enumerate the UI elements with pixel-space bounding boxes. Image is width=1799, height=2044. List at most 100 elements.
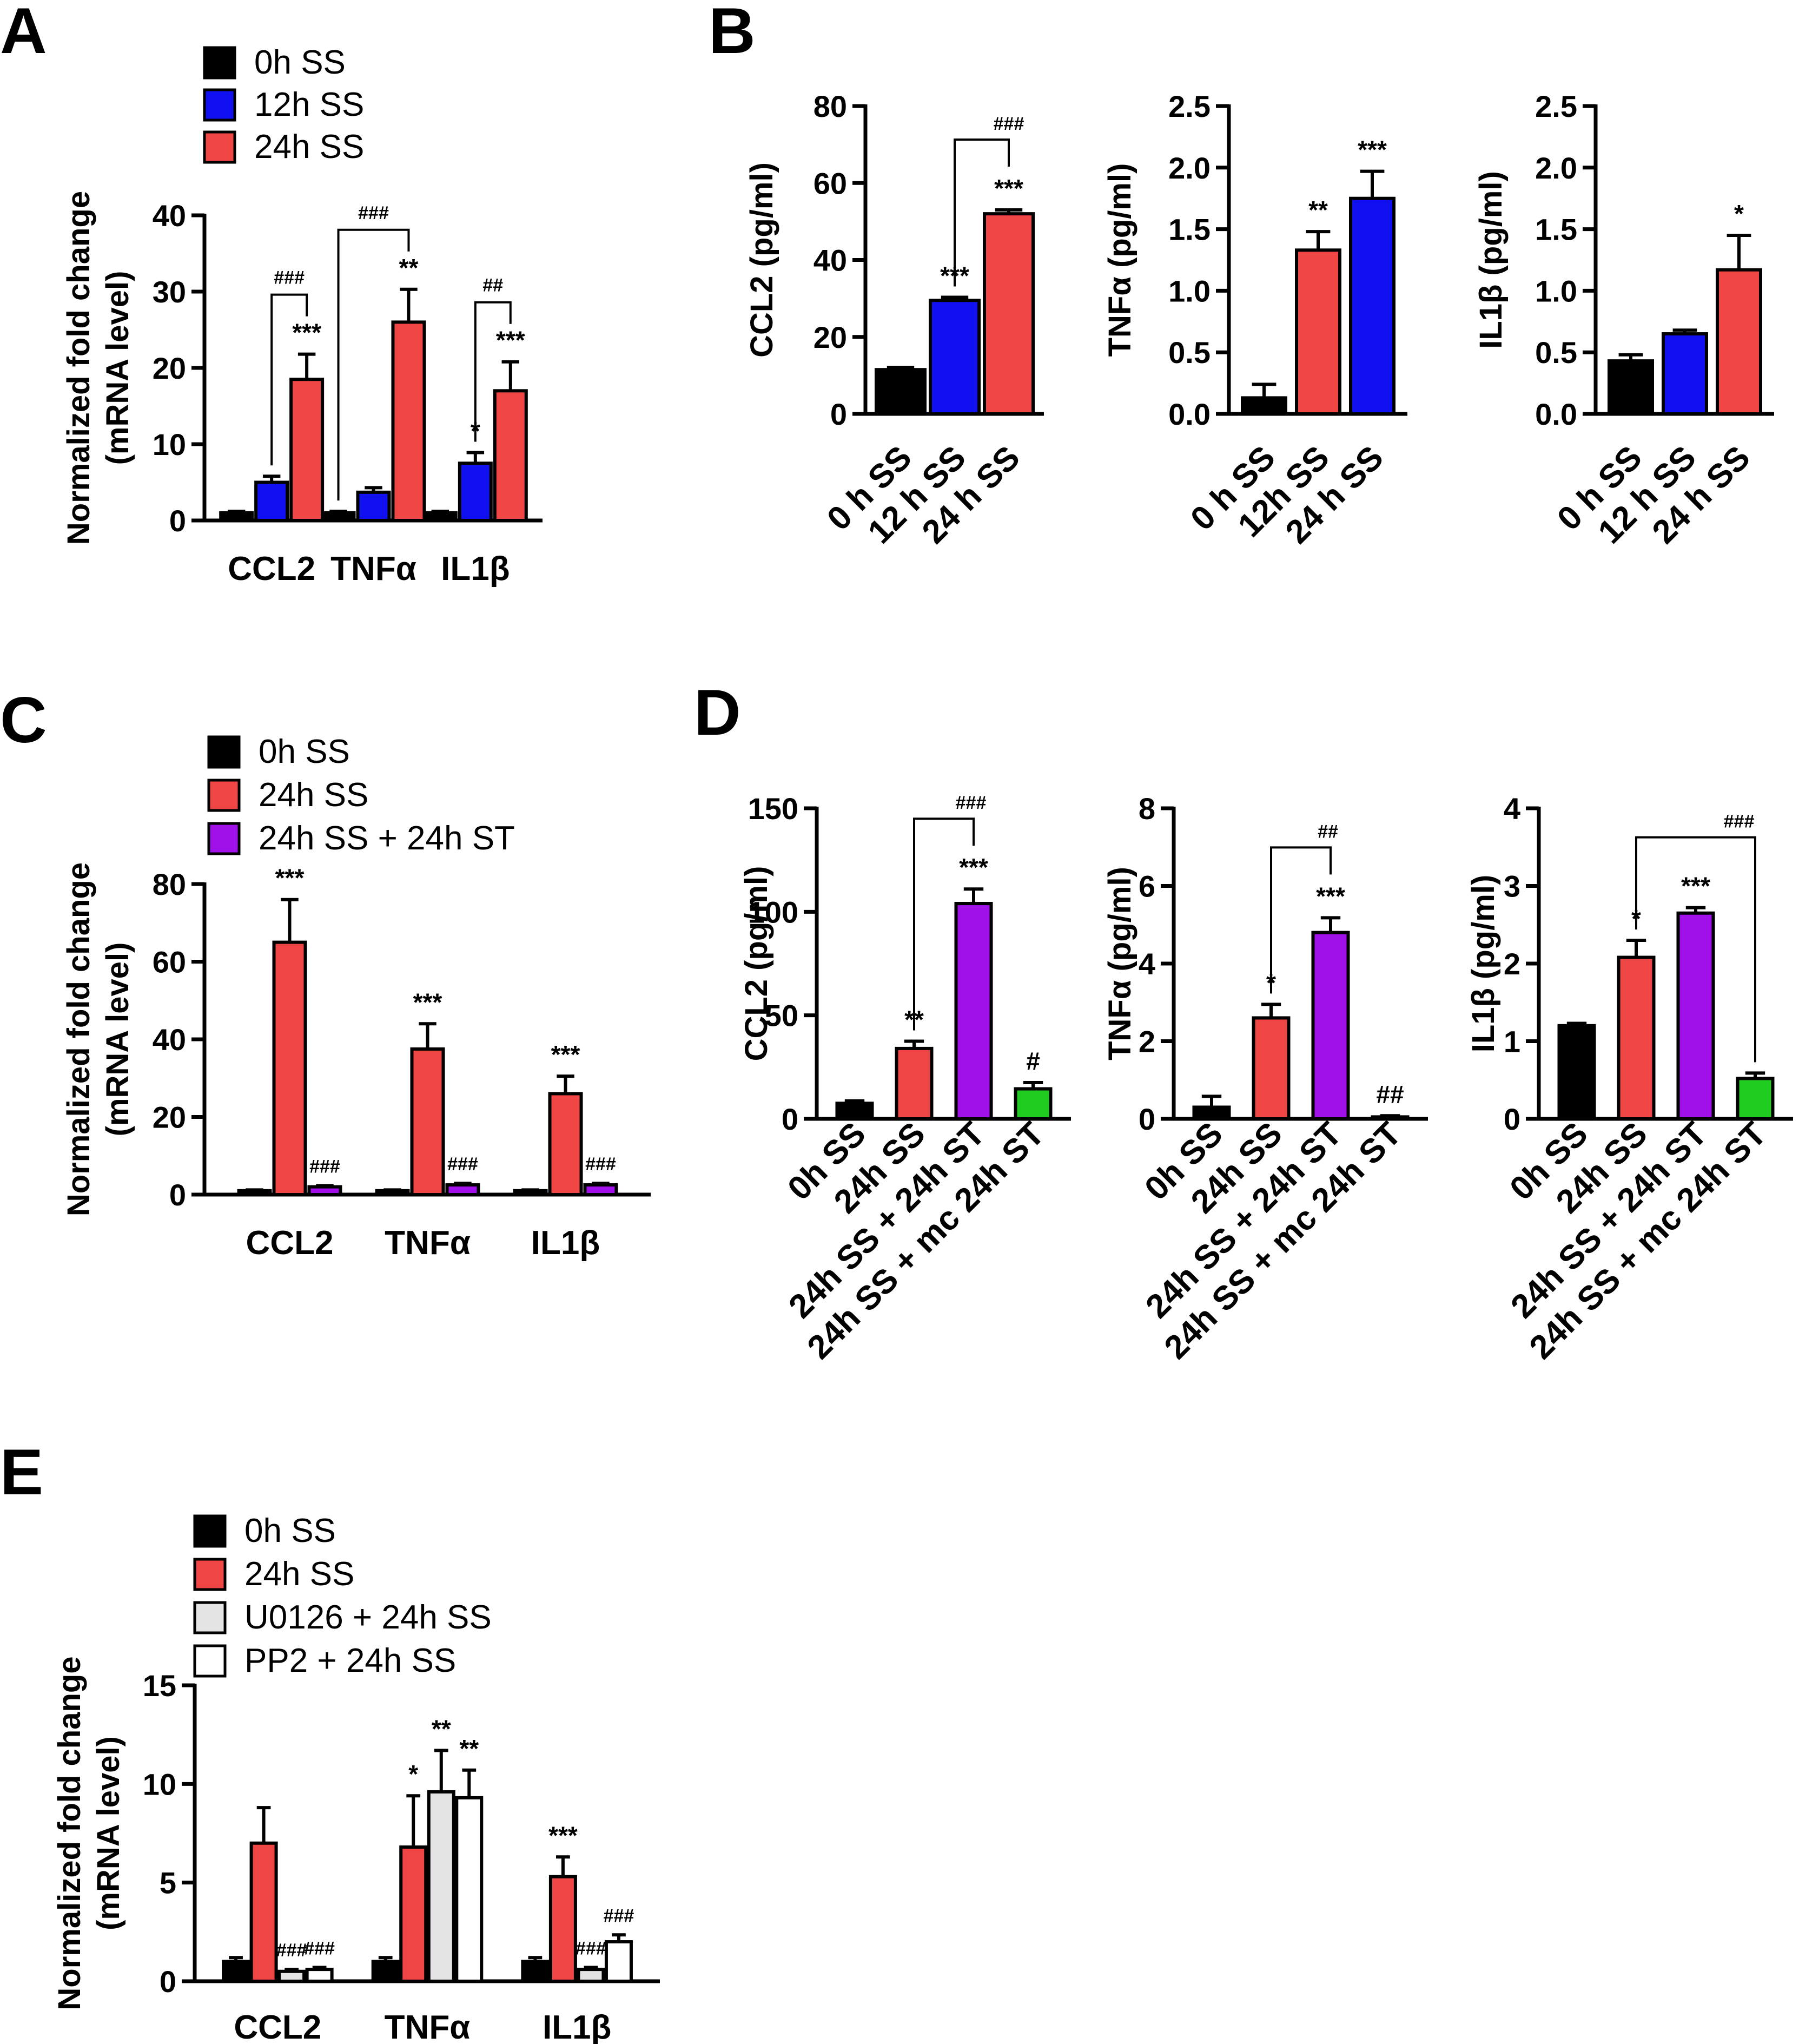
panel-label-a: A: [0, 0, 47, 67]
bar-24h-ss-ccl2: [289, 378, 325, 523]
significance-bracket: [1635, 836, 1756, 1063]
y-tick-label: 1.0: [1535, 274, 1577, 308]
y-tick-label: 6: [1139, 869, 1155, 904]
significance-label: ***: [496, 326, 525, 354]
significance-bracket: [1270, 846, 1332, 994]
y-axis-label-line2: (mRNA level): [91, 1736, 126, 1930]
bar-24h-ss-mc-24h-st: [1371, 1115, 1410, 1121]
category-label: IL1β: [531, 1224, 600, 1262]
y-tick-label: 2.5: [1168, 89, 1211, 123]
bar-0h-ss-tnf: [375, 1189, 410, 1196]
bar-0h-ss-il1: [513, 1189, 548, 1196]
bar-pp2-24h-ss-il1: [604, 1940, 633, 1983]
y-tick-label: 80: [153, 867, 186, 901]
panel-label-b: B: [709, 0, 756, 67]
bar-24h-ss-il1: [548, 1875, 577, 1983]
bracket-label: ###: [1724, 812, 1755, 832]
panel-label-c: C: [0, 684, 47, 756]
y-axis-label: CCL2 (pg/ml): [739, 866, 774, 1061]
legend-label: U0126 + 24h SS: [244, 1599, 492, 1636]
significance-label: ***: [994, 174, 1023, 202]
significance-bracket: [913, 817, 975, 1031]
bracket-label: ##: [1318, 821, 1338, 842]
chart-5-panel-c: 0 20 40 60 80 Normalized fold change (mRNA lev…: [61, 733, 651, 1262]
significance-label: #: [1026, 1047, 1040, 1075]
bracket-label: ##: [482, 275, 503, 296]
y-tick-label: 0: [782, 1102, 798, 1136]
panel-label-d: D: [694, 676, 741, 749]
bar-24h-ss-24h-st: [954, 902, 993, 1120]
y-tick-label: 0: [1504, 1102, 1520, 1136]
bar-24h-ss-il1: [493, 389, 528, 522]
significance-bracket: [337, 228, 410, 501]
bar-12h-ss-ccl2: [254, 480, 289, 522]
significance-label: ##: [1376, 1080, 1404, 1108]
y-tick-label: 0: [830, 397, 847, 431]
y-tick-label: 2.0: [1535, 151, 1577, 185]
y-tick-label: 60: [813, 166, 847, 200]
legend-swatch-24h-ss-24h-st: [207, 822, 241, 855]
y-tick-label: 0.0: [1168, 397, 1211, 431]
legend-label: 0h SS: [259, 733, 350, 770]
y-tick-label: 20: [813, 320, 847, 354]
bar-24h-ss-mc-24h-st: [1736, 1077, 1775, 1121]
bar-24-h-ss: [983, 212, 1035, 416]
bar-pp2-24h-ss-tnf: [455, 1796, 484, 1983]
category-label: IL1β: [543, 2009, 611, 2044]
y-tick-label: 0: [169, 504, 186, 538]
y-axis-label-line2: (mRNA level): [100, 942, 135, 1137]
category-label: CCL2: [228, 550, 315, 588]
significance-label: **: [432, 1715, 451, 1743]
significance-label: **: [459, 1735, 479, 1763]
significance-label: ###: [576, 1938, 606, 1959]
y-tick-label: 30: [153, 275, 186, 309]
y-tick-label: 1.5: [1168, 213, 1211, 247]
bar-0h-ss-ccl2: [219, 511, 254, 523]
legend-label: 0h SS: [254, 44, 346, 81]
category-label: CCL2: [246, 1224, 334, 1262]
bar-24h-ss-24h-st-ccl2: [307, 1185, 342, 1196]
bar-24h-ss-ccl2: [272, 940, 307, 1196]
bar-24h-ss-24h-st: [1311, 931, 1350, 1120]
category-label: IL1β: [441, 550, 510, 588]
significance-bracket: [954, 139, 1010, 287]
significance-label: ###: [276, 1940, 307, 1961]
significance-label: ###: [604, 1905, 634, 1926]
bar-u0126-24h-ss-tnf: [427, 1790, 455, 1983]
bar-24h-ss-24h-st: [1676, 911, 1715, 1120]
category-label: TNFα: [330, 550, 416, 588]
significance-label: ***: [551, 1040, 580, 1069]
significance-label: ***: [548, 1821, 578, 1849]
bar-24-h-ss: [1349, 196, 1395, 416]
y-axis-label: Normalized fold change: [52, 1656, 87, 2010]
legend-label: 0h SS: [244, 1512, 336, 1550]
significance-label: **: [399, 254, 419, 282]
legend-swatch-0h-ss: [203, 46, 236, 80]
significance-bracket: [474, 301, 512, 442]
legend-swatch-pp2-24h-ss: [193, 1644, 227, 1678]
significance-label: ***: [959, 853, 988, 881]
legend-label: 12h SS: [254, 86, 364, 123]
y-tick-label: 2.5: [1535, 89, 1577, 123]
bar-12-h-ss: [1662, 332, 1708, 416]
y-axis-label: Normalized fold change: [61, 862, 96, 1216]
y-tick-label: 40: [153, 199, 186, 233]
bar-0h-ss-ccl2: [237, 1189, 272, 1196]
significance-label: ***: [292, 319, 321, 347]
legend-swatch-24h-ss: [193, 1558, 227, 1591]
bar-u0126-24h-ss-ccl2: [277, 1969, 306, 1983]
y-tick-label: 150: [748, 792, 798, 826]
y-tick-label: 0: [1139, 1102, 1155, 1136]
bar-0h-ss: [1192, 1105, 1231, 1120]
y-tick-label: 3: [1504, 869, 1520, 904]
bar-0-h-ss: [1608, 359, 1654, 416]
significance-label: ###: [309, 1156, 340, 1177]
bar-24h-ss: [895, 1046, 934, 1120]
y-tick-label: 20: [153, 351, 186, 385]
bar-12h-ss: [1295, 248, 1341, 416]
